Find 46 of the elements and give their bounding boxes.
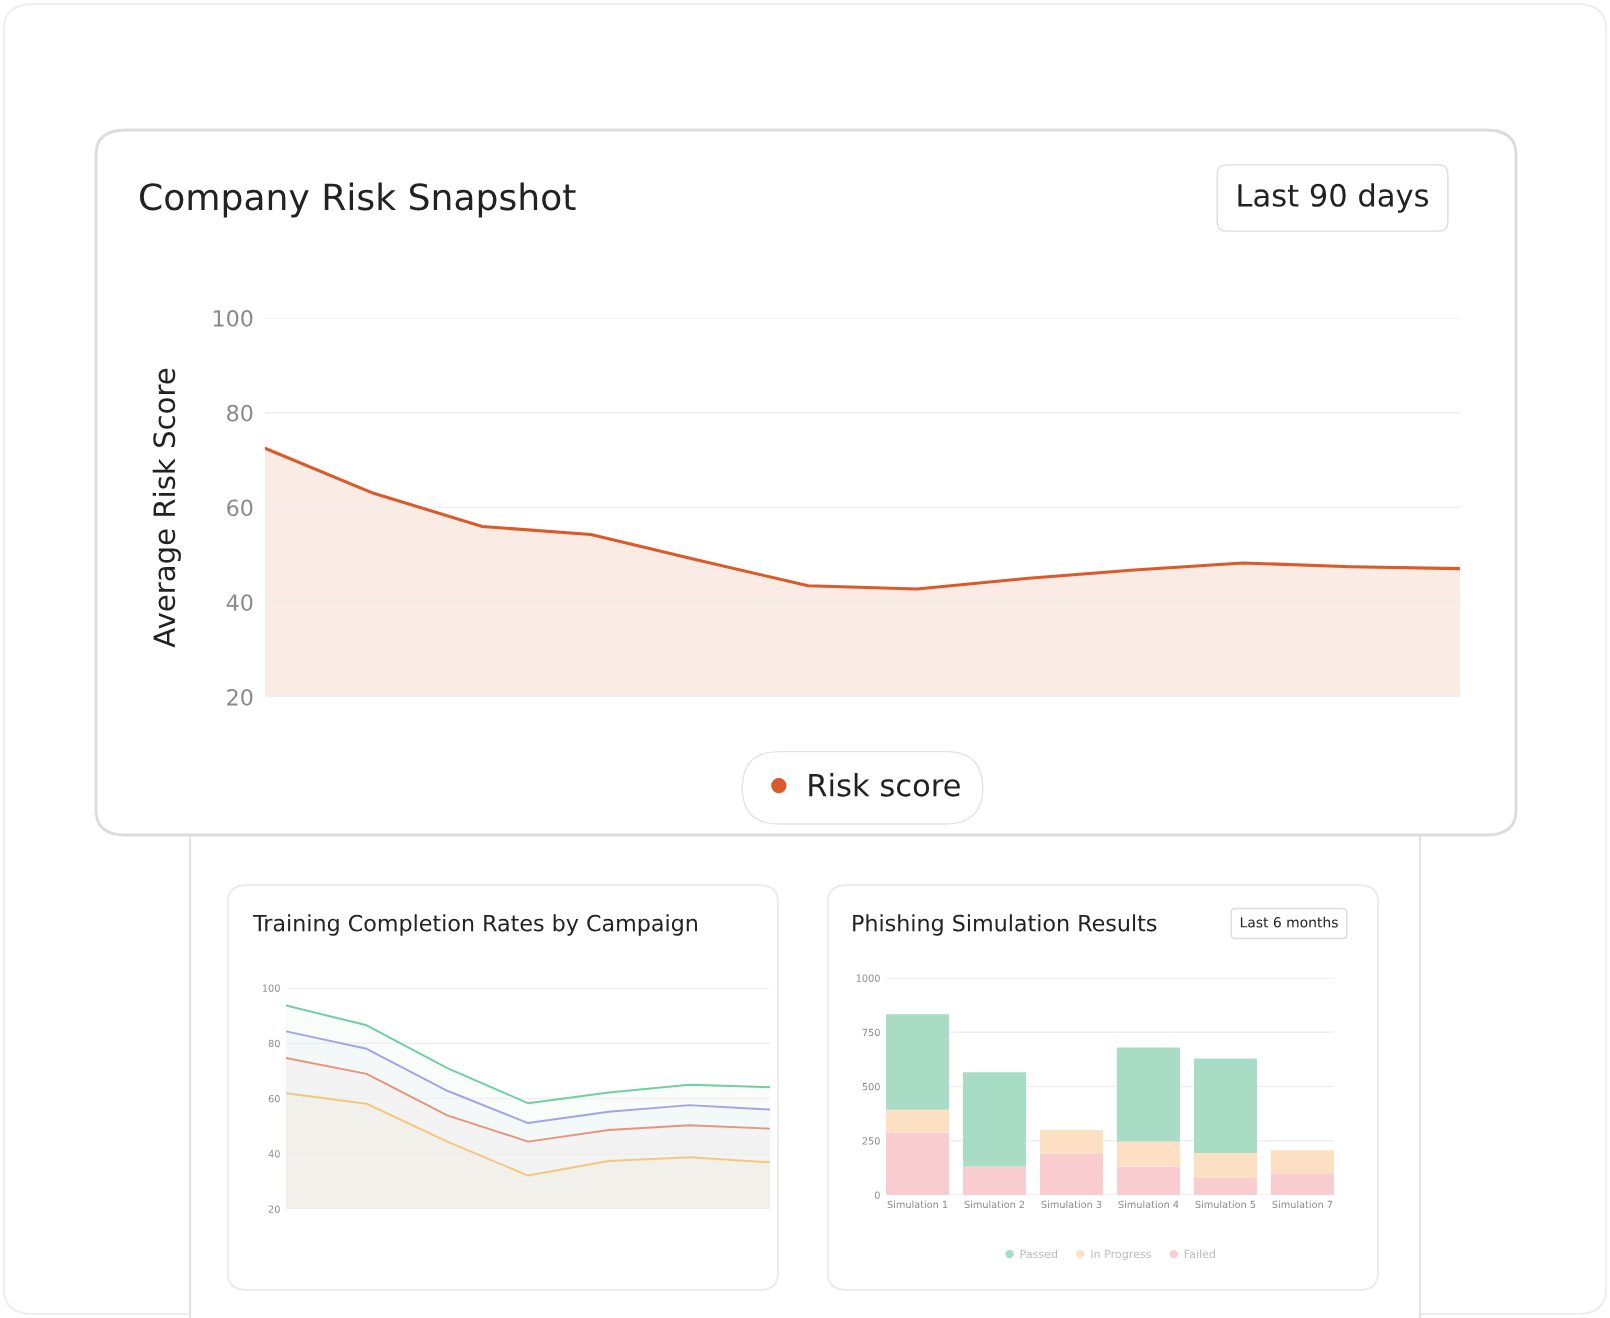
bar bbox=[886, 1014, 950, 1110]
legend-label: In Progress bbox=[1091, 1249, 1151, 1261]
y-tick-label: 60 bbox=[268, 1094, 280, 1103]
x-tick-label: Simulation 3 bbox=[1041, 1200, 1102, 1209]
y-tick-label: 500 bbox=[862, 1082, 880, 1091]
text: Last 90 days bbox=[1238, 183, 1429, 213]
x-tick-label: Simulation 7 bbox=[1272, 1200, 1333, 1209]
bar bbox=[1270, 1150, 1334, 1174]
chart-title: Phishing Simulation Results bbox=[853, 914, 1157, 936]
y-tick-label: 0 bbox=[874, 1191, 880, 1199]
x-tick-label: Simulation 4 bbox=[1118, 1200, 1179, 1209]
bar bbox=[1193, 1153, 1258, 1179]
x-tick-label: Simulation 2 bbox=[964, 1200, 1025, 1209]
bar bbox=[1116, 1141, 1181, 1167]
bar bbox=[1116, 1047, 1181, 1142]
x-tick-label: Simulation 5 bbox=[1195, 1200, 1256, 1209]
y-tick-label: 60 bbox=[227, 499, 253, 517]
text: Last 6 months bbox=[1240, 916, 1338, 928]
bar bbox=[886, 1132, 950, 1195]
bar bbox=[1116, 1166, 1181, 1195]
y-tick-label: 80 bbox=[227, 404, 253, 422]
y-tick-label: 40 bbox=[268, 1150, 280, 1158]
bar bbox=[1193, 1178, 1258, 1195]
y-tick-label: 20 bbox=[227, 688, 253, 706]
y-axis-title: Average Risk Score bbox=[152, 368, 181, 648]
y-tick-label: 80 bbox=[268, 1039, 280, 1048]
y-tick-label: 100 bbox=[213, 309, 253, 327]
legend-label: Passed bbox=[1020, 1249, 1058, 1259]
y-tick-label: 40 bbox=[226, 594, 253, 612]
bar bbox=[1193, 1058, 1258, 1154]
y-tick-label: 750 bbox=[862, 1028, 880, 1037]
chart-title: Company Risk Snapshot bbox=[140, 182, 576, 218]
bar bbox=[1039, 1130, 1104, 1154]
legend-label: Risk score bbox=[809, 773, 960, 797]
y-tick-label: 250 bbox=[862, 1137, 880, 1145]
legend-label: Failed bbox=[1184, 1249, 1215, 1259]
bar bbox=[1039, 1153, 1104, 1195]
bar bbox=[962, 1166, 1027, 1195]
bar bbox=[962, 1072, 1027, 1167]
bar bbox=[886, 1109, 950, 1133]
x-tick-label: Simulation 1 bbox=[887, 1200, 948, 1209]
y-tick-label: 1000 bbox=[856, 974, 880, 982]
y-tick-label: 20 bbox=[268, 1205, 280, 1213]
chart-title: Training Completion Rates by Campaign bbox=[252, 914, 697, 936]
bar bbox=[1270, 1173, 1334, 1195]
y-tick-label: 100 bbox=[262, 984, 280, 992]
